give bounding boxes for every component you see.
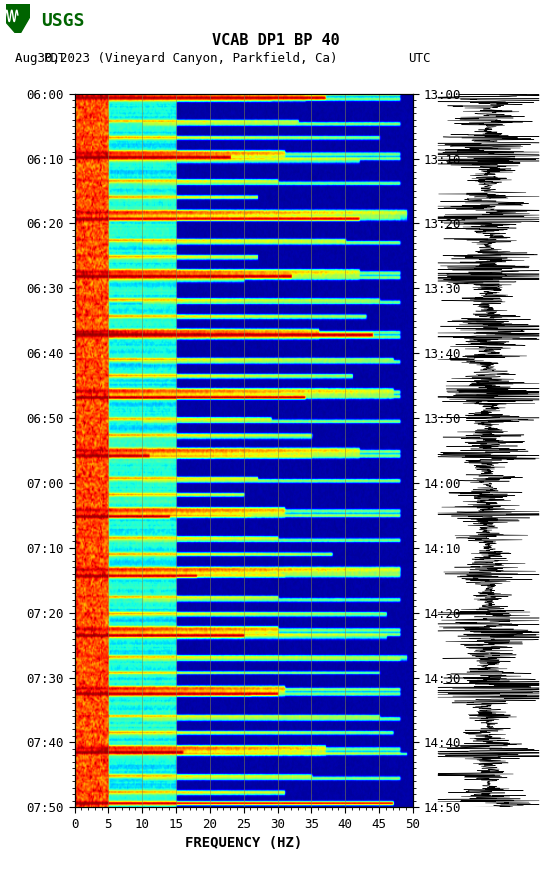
- Text: Aug30,2023 (Vineyard Canyon, Parkfield, Ca): Aug30,2023 (Vineyard Canyon, Parkfield, …: [15, 53, 338, 65]
- Text: FREQUENCY (HZ): FREQUENCY (HZ): [185, 836, 302, 850]
- Text: USGS: USGS: [41, 12, 85, 29]
- Text: UTC: UTC: [408, 53, 431, 65]
- Polygon shape: [6, 4, 30, 33]
- Text: VCAB DP1 BP 40: VCAB DP1 BP 40: [212, 33, 340, 47]
- Text: PDT: PDT: [44, 53, 67, 65]
